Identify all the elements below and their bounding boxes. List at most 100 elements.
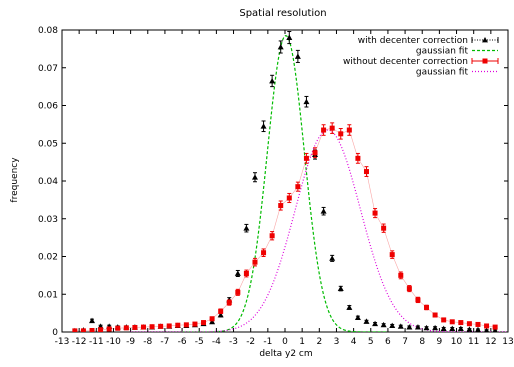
data-point-square bbox=[158, 323, 164, 329]
data-point-square bbox=[466, 321, 472, 327]
x-tick-label: 9 bbox=[437, 337, 443, 347]
data-point-square bbox=[278, 203, 284, 209]
data-point-triangle bbox=[209, 318, 216, 325]
x-tick-label: 1 bbox=[299, 337, 305, 347]
gaussian-fit-curve bbox=[182, 35, 388, 332]
data-point-triangle bbox=[89, 317, 96, 324]
data-point-square bbox=[269, 233, 275, 239]
legend-label: gaussian fit bbox=[416, 47, 469, 57]
data-point-square bbox=[398, 272, 404, 278]
data-point-square bbox=[381, 225, 387, 231]
data-point-triangle bbox=[482, 37, 488, 43]
data-point-triangle bbox=[320, 208, 327, 214]
x-tick-label: 2 bbox=[316, 337, 322, 347]
data-point-square bbox=[458, 320, 464, 326]
y-tick-label: 0.06 bbox=[38, 102, 58, 112]
data-point-square bbox=[441, 317, 447, 323]
data-point-triangle bbox=[492, 327, 498, 332]
x-tick-label: -2 bbox=[246, 337, 255, 347]
legend-label: gaussian fit bbox=[416, 68, 469, 78]
data-point-triangle bbox=[337, 285, 344, 291]
x-tick-label: 0 bbox=[282, 337, 288, 347]
data-point-triangle bbox=[423, 324, 430, 331]
data-point-square bbox=[363, 169, 369, 175]
data-point-triangle bbox=[251, 174, 258, 180]
data-point-triangle bbox=[466, 326, 473, 332]
data-point-square bbox=[303, 155, 309, 161]
data-point-square bbox=[106, 326, 112, 332]
y-tick-label: 0.01 bbox=[38, 290, 58, 300]
data-point-triangle bbox=[389, 322, 396, 328]
data-point-square bbox=[449, 319, 455, 325]
data-point-square bbox=[243, 270, 249, 276]
y-axis-title: frequency bbox=[10, 157, 20, 203]
data-point-triangle bbox=[475, 326, 481, 332]
x-axis-title: delta y2 cm bbox=[259, 349, 312, 359]
data-point-triangle bbox=[269, 77, 276, 84]
chart-title: Spatial resolution bbox=[239, 8, 326, 19]
y-tick-label: 0.07 bbox=[38, 64, 58, 74]
data-point-square bbox=[132, 324, 138, 330]
x-tick-label: -6 bbox=[178, 337, 187, 347]
y-tick-label: 0.04 bbox=[38, 177, 58, 187]
data-point-triangle bbox=[354, 314, 361, 321]
data-point-square bbox=[115, 325, 121, 331]
data-point-square bbox=[355, 155, 361, 161]
data-point-square bbox=[252, 259, 258, 265]
data-point-square bbox=[235, 289, 241, 295]
data-point-triangle bbox=[363, 318, 370, 324]
data-point-square bbox=[123, 325, 129, 331]
y-tick-label: 0.08 bbox=[38, 26, 58, 36]
x-tick-label: 13 bbox=[502, 337, 513, 347]
y-tick-label: 0.05 bbox=[38, 139, 58, 149]
y-tick-label: 0.02 bbox=[38, 253, 58, 263]
data-point-square bbox=[484, 323, 490, 329]
x-tick-label: 8 bbox=[419, 337, 425, 347]
data-point-square bbox=[175, 322, 181, 328]
legend-label: without decenter correction bbox=[343, 57, 468, 67]
data-point-triangle bbox=[277, 43, 284, 50]
series-connector-line bbox=[74, 127, 496, 332]
legend-label: with decenter correction bbox=[358, 36, 468, 46]
data-point-square bbox=[166, 323, 172, 329]
data-point-square bbox=[372, 210, 378, 216]
data-point-square bbox=[261, 250, 267, 256]
data-point-square bbox=[209, 316, 215, 322]
data-point-triangle bbox=[380, 321, 387, 328]
data-point-triangle bbox=[406, 324, 413, 330]
x-tick-label: -13 bbox=[55, 337, 70, 347]
x-tick-label: 11 bbox=[468, 337, 479, 347]
plot-layer: -13 -12 -11 -10 -9 -8 -7 -6 -5 -4 -3 -2 -1 0 1 2 3 4 5 6 7 8 9… bbox=[38, 26, 514, 347]
data-point-triangle bbox=[329, 255, 336, 261]
x-tick-label: -9 bbox=[126, 337, 135, 347]
data-point-square bbox=[321, 127, 327, 133]
x-tick-label: 12 bbox=[485, 337, 496, 347]
data-point-triangle bbox=[260, 123, 267, 129]
data-point-square bbox=[346, 127, 352, 133]
data-point-triangle bbox=[217, 312, 224, 318]
data-point-triangle bbox=[346, 304, 353, 310]
x-tick-label: 7 bbox=[402, 337, 408, 347]
y-tick-label: 0.03 bbox=[38, 215, 58, 225]
data-point-square bbox=[72, 328, 78, 332]
data-point-triangle bbox=[372, 320, 379, 327]
data-point-square bbox=[432, 312, 438, 318]
data-point-square bbox=[338, 131, 344, 137]
data-point-square bbox=[415, 297, 421, 303]
data-point-triangle bbox=[303, 98, 310, 105]
x-tick-label: -7 bbox=[160, 337, 169, 347]
data-point-triangle bbox=[414, 324, 421, 330]
data-point-square bbox=[406, 286, 412, 292]
x-tick-label: -12 bbox=[72, 337, 87, 347]
data-point-triangle bbox=[457, 325, 464, 332]
data-point-square bbox=[98, 327, 104, 332]
x-tick-label: -4 bbox=[212, 337, 221, 347]
x-tick-label: -8 bbox=[143, 337, 152, 347]
series-2-points bbox=[72, 122, 498, 332]
x-tick-label: -5 bbox=[195, 337, 204, 347]
data-point-square bbox=[183, 322, 189, 328]
data-point-triangle bbox=[484, 327, 490, 332]
data-point-square bbox=[389, 252, 395, 258]
data-point-square bbox=[218, 308, 224, 314]
